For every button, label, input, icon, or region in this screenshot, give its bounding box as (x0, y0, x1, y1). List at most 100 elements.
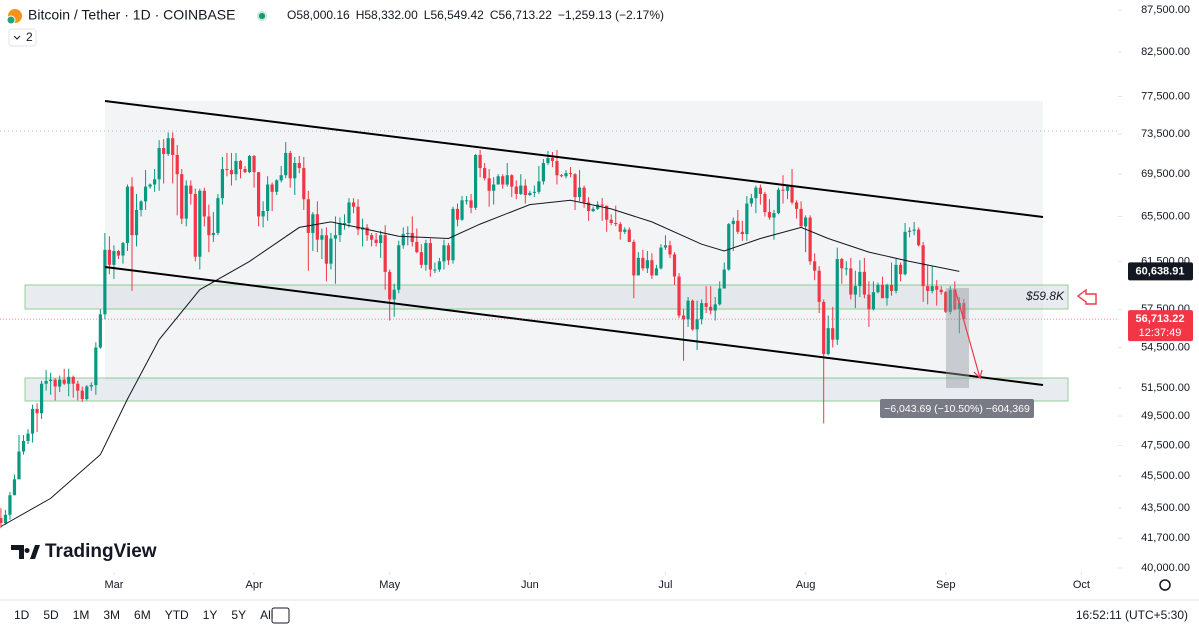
candle-body (153, 179, 157, 185)
candle-body (347, 202, 351, 223)
candle-body (840, 259, 844, 269)
candle-body (844, 268, 848, 270)
settings-icon[interactable] (1159, 579, 1171, 591)
range-button[interactable]: 1M (73, 608, 90, 622)
candle-body (672, 254, 677, 277)
candle-body (907, 230, 912, 232)
candle-body (76, 383, 80, 391)
countdown: 12:37:49 (1139, 327, 1182, 339)
candle-body (944, 292, 948, 312)
candle-body (568, 173, 573, 175)
candle-body (342, 222, 347, 224)
candle-body (894, 264, 898, 291)
candle-body (297, 162, 301, 169)
candle-body (749, 198, 753, 204)
candle-body (302, 168, 306, 200)
alert-icon[interactable] (1076, 288, 1097, 305)
calendar-icon[interactable] (271, 607, 290, 624)
y-tick-label: 77,500.00 (1141, 90, 1190, 102)
candle-body (410, 232, 414, 242)
candle-body (58, 379, 62, 387)
channel-lower (104, 266, 1044, 386)
candle-body (184, 185, 188, 219)
range-button[interactable]: 3M (103, 608, 120, 622)
candle-body (695, 319, 699, 330)
candle-body (288, 152, 292, 179)
range-button[interactable]: 1Y (203, 608, 218, 622)
candle-body (171, 138, 175, 155)
candle-body (790, 186, 794, 203)
range-button[interactable]: 5D (43, 608, 59, 622)
candle-body (98, 314, 102, 348)
candle-body (645, 260, 649, 269)
ohlc-value: −1,259.13 (−2.17%) (558, 8, 664, 22)
candle-body (125, 186, 130, 244)
candle-body (383, 235, 387, 272)
candle-body (116, 251, 121, 256)
symbol-title[interactable]: Bitcoin / Tether · 1D · COINBASE (28, 7, 235, 23)
candle-body (654, 268, 659, 276)
range-button[interactable]: 5Y (231, 608, 246, 622)
candle-body (451, 208, 455, 261)
x-tick-label: Aug (796, 579, 816, 591)
candle-body (718, 288, 722, 305)
candle-body (374, 239, 378, 244)
x-tick-label: Sep (936, 579, 956, 591)
clock: 16:52:11 (UTC+5:30) (1076, 608, 1188, 622)
candle-body (641, 257, 645, 269)
candle-body (365, 227, 369, 236)
candle-body (831, 328, 835, 340)
candle-body (464, 200, 469, 202)
candle-body (455, 208, 460, 220)
candle-body (401, 234, 405, 246)
candle-body (35, 408, 39, 414)
candle-body (30, 408, 35, 434)
candle-body (234, 160, 238, 175)
candle-body (3, 514, 8, 524)
candle-body (279, 175, 283, 181)
candle-body (663, 245, 668, 248)
candle-body (198, 190, 202, 257)
candle-body (794, 202, 799, 209)
range-button[interactable]: 6M (134, 608, 151, 622)
range-button[interactable]: All (260, 608, 273, 622)
candle-body (813, 261, 817, 271)
x-tick-label: Mar (104, 579, 123, 591)
candle-body (532, 191, 536, 193)
candle-body (270, 184, 274, 192)
candle-body (623, 229, 627, 232)
candle-body (139, 201, 143, 210)
candle-body (709, 306, 713, 311)
y-tick-label: 69,500.00 (1141, 168, 1190, 180)
candle-body (519, 185, 523, 194)
candle-body (166, 138, 170, 154)
candle-body (293, 162, 297, 179)
x-tick-label: Oct (1073, 579, 1090, 591)
candle-body (785, 186, 790, 191)
candle-body (487, 178, 491, 191)
candle-body (953, 289, 957, 310)
indicators-toggle[interactable] (8, 28, 37, 47)
y-tick-label: 41,700.00 (1141, 532, 1190, 544)
ohlc-legend: O58,000.16 H58,332.00 L56,549.42 C56,713.22… (287, 8, 664, 22)
ohlc-value: O58,000.16 (287, 8, 350, 22)
candle-body (275, 180, 279, 192)
candle-body (180, 174, 184, 219)
measure-label-bg (880, 399, 1034, 418)
candle-body (537, 181, 541, 192)
candle-body (600, 204, 604, 206)
range-button[interactable]: YTD (165, 608, 189, 622)
range-button[interactable]: 1D (14, 608, 30, 622)
candle-body (62, 379, 66, 384)
candle-body (492, 184, 496, 191)
candle-body (225, 169, 229, 171)
candle-body (577, 187, 582, 198)
candle-body (356, 206, 360, 230)
candle-body (379, 235, 383, 244)
candle-body (962, 303, 966, 320)
candle-body (776, 189, 781, 214)
ohlc-value: H58,332.00 (356, 8, 418, 22)
candle-body (442, 245, 446, 262)
candle-body (501, 176, 505, 185)
